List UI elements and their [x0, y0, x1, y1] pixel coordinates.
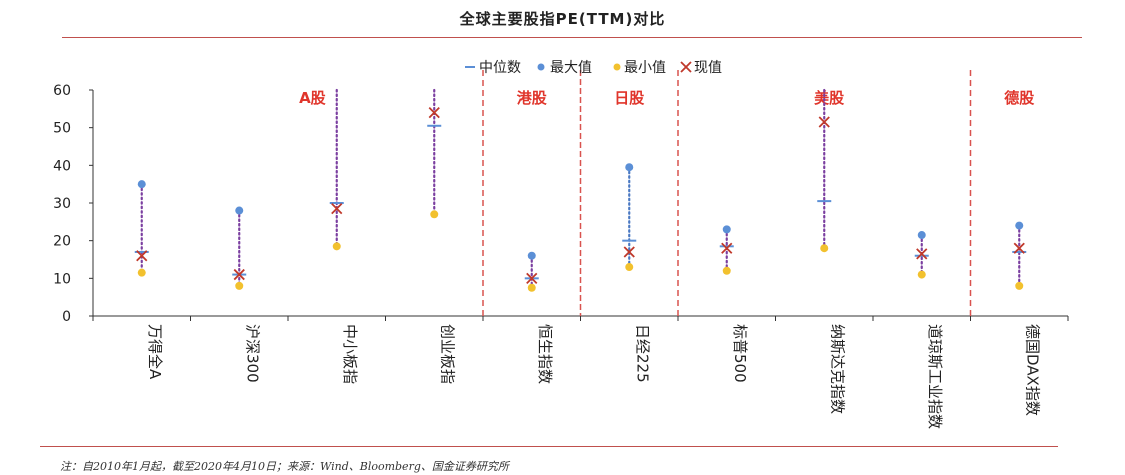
max-point — [137, 180, 146, 189]
y-tick-label: 40 — [53, 158, 71, 174]
current-value-mark — [1013, 242, 1025, 254]
group-label: 日股 — [614, 89, 645, 107]
legend-current-marker — [680, 61, 692, 73]
max-point — [1015, 221, 1024, 230]
max-point — [625, 163, 634, 172]
legend-median-label: 中位数 — [479, 60, 521, 76]
group-label: 港股 — [517, 89, 548, 107]
y-tick-label: 50 — [53, 121, 71, 137]
y-tick-label: 10 — [53, 271, 71, 287]
min-point — [137, 268, 146, 277]
current-value-mark — [916, 248, 928, 260]
legend-min-marker — [613, 63, 621, 71]
current-value-mark — [818, 116, 830, 128]
current-value-mark — [721, 242, 733, 254]
min-point — [332, 242, 341, 251]
y-tick-label: 0 — [62, 309, 71, 325]
min-point — [820, 244, 829, 253]
max-point — [722, 225, 731, 234]
y-tick-label: 20 — [53, 234, 71, 250]
max-point — [527, 251, 536, 260]
current-value-mark — [331, 203, 343, 215]
category-label: 纳斯达克指数 — [828, 324, 846, 414]
category-label: 道琼斯工业指数 — [926, 324, 944, 429]
category-label: 恒生指数 — [536, 324, 554, 384]
legend-max-label: 最大值 — [550, 60, 592, 76]
min-point — [917, 270, 926, 279]
min-point — [527, 283, 536, 292]
source-note: 注：自2010年1月起，截至2020年4月10日；来源：Wind、Bloombe… — [60, 460, 509, 473]
max-point — [235, 206, 244, 215]
category-label: 标普500 — [731, 324, 749, 383]
category-label: 德国DAX指数 — [1023, 324, 1041, 416]
category-label: 日经225 — [633, 324, 651, 383]
legend-current-label: 现值 — [694, 60, 722, 76]
current-value-mark — [233, 268, 245, 281]
min-point — [722, 266, 731, 275]
bottom-rule — [40, 446, 1058, 447]
min-point — [625, 263, 634, 272]
current-value-mark — [428, 106, 440, 119]
category-label: 创业板指 — [438, 324, 456, 384]
page-title: 全球主要股指PE(TTM)对比 — [459, 10, 666, 28]
max-point — [917, 231, 926, 240]
legend-max-marker — [537, 63, 545, 71]
category-label: 中小板指 — [341, 324, 359, 384]
category-label: 沪深300 — [243, 324, 261, 383]
min-point — [235, 281, 244, 290]
group-label: 美股 — [814, 89, 845, 107]
y-tick-label: 60 — [53, 83, 71, 99]
current-value-mark — [623, 246, 635, 258]
y-tick-label: 30 — [53, 196, 71, 212]
min-point — [430, 210, 439, 219]
group-label: A股 — [299, 89, 327, 107]
group-label: 德股 — [1004, 89, 1035, 107]
min-point — [1015, 281, 1024, 290]
legend-min-label: 最小值 — [624, 60, 666, 76]
current-value-mark — [526, 272, 538, 284]
category-label: 万得全A — [146, 324, 164, 380]
current-value-mark — [136, 250, 148, 262]
top-rule — [62, 37, 1082, 38]
